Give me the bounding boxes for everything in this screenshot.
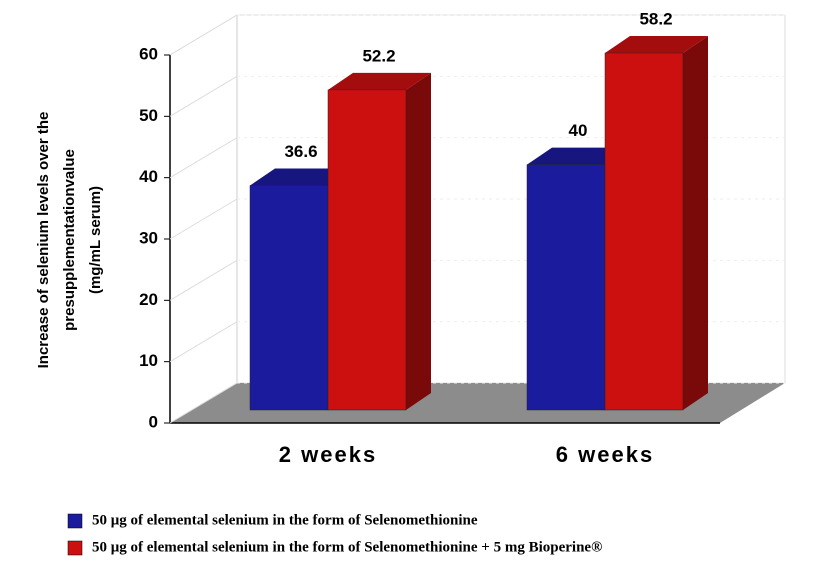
- value-label: 40: [569, 121, 588, 140]
- bar-side: [406, 72, 431, 410]
- bar-top: [527, 147, 630, 165]
- value-label: 36.6: [284, 142, 317, 161]
- y-tick-label: 0: [149, 412, 158, 431]
- bar-top: [250, 168, 353, 186]
- bar: [526, 164, 606, 411]
- bar-top: [605, 36, 708, 54]
- y-axis-label: presupplementationvalue: [61, 149, 78, 331]
- grid-line: [169, 14, 238, 56]
- bar: [327, 89, 407, 411]
- grid-line: [169, 259, 238, 301]
- x-tick-label: 6 weeks: [556, 442, 654, 467]
- grid-line: [169, 137, 238, 179]
- grid-line: [169, 75, 238, 117]
- value-label: 52.2: [362, 46, 395, 65]
- bar-top: [328, 72, 431, 90]
- x-tick-label: 2 weeks: [279, 442, 377, 467]
- legend-label: 50 μg of elemental selenium in the form …: [92, 539, 602, 555]
- y-tick-label: 30: [139, 228, 158, 247]
- bar-side: [683, 36, 708, 410]
- value-label: 58.2: [639, 10, 672, 29]
- y-tick-label: 60: [139, 44, 158, 63]
- bar: [604, 52, 684, 411]
- grid-line: [169, 198, 238, 240]
- grid-line: [169, 321, 238, 363]
- y-axis-label: (mg/mL serum): [87, 186, 104, 294]
- y-tick-label: 40: [139, 167, 158, 186]
- legend-swatch: [67, 540, 83, 556]
- y-tick-label: 50: [139, 106, 158, 125]
- legend-swatch: [67, 513, 83, 529]
- y-tick-label: 10: [139, 351, 158, 370]
- y-axis-label: Increase of selenium levels over the: [35, 112, 52, 369]
- bar: [249, 185, 329, 411]
- y-tick-label: 20: [139, 290, 158, 309]
- legend-label: 50 μg of elemental selenium in the form …: [92, 512, 478, 528]
- grid-line: [169, 382, 238, 424]
